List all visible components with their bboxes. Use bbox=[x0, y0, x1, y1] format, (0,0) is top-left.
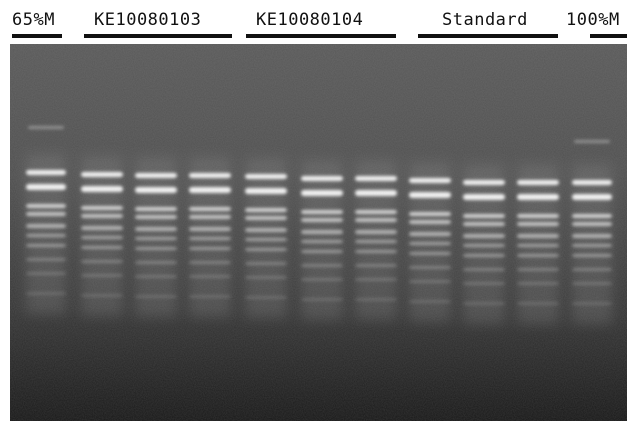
lane-label-underline bbox=[590, 34, 627, 38]
lane-label-100m: 100%M bbox=[566, 10, 620, 30]
lane-label-underline bbox=[418, 34, 558, 38]
lane-label-underline bbox=[246, 34, 396, 38]
lane-label-underline bbox=[84, 34, 232, 38]
gel-electrophoresis-image bbox=[10, 44, 627, 421]
lane-label-ke10080103: KE10080103 bbox=[94, 10, 202, 30]
lane-label-underline bbox=[12, 34, 62, 38]
lane-label-standard: Standard bbox=[442, 10, 528, 30]
lane-label-65m: 65%M bbox=[12, 10, 55, 30]
lane-label-ke10080104: KE10080104 bbox=[256, 10, 364, 30]
gel-noise bbox=[10, 44, 627, 421]
lane-label-row: 65%M KE10080103 KE10080104 Standard 100%… bbox=[0, 0, 627, 44]
